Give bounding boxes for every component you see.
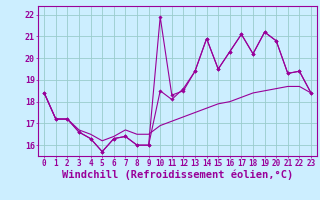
X-axis label: Windchill (Refroidissement éolien,°C): Windchill (Refroidissement éolien,°C) bbox=[62, 170, 293, 180]
